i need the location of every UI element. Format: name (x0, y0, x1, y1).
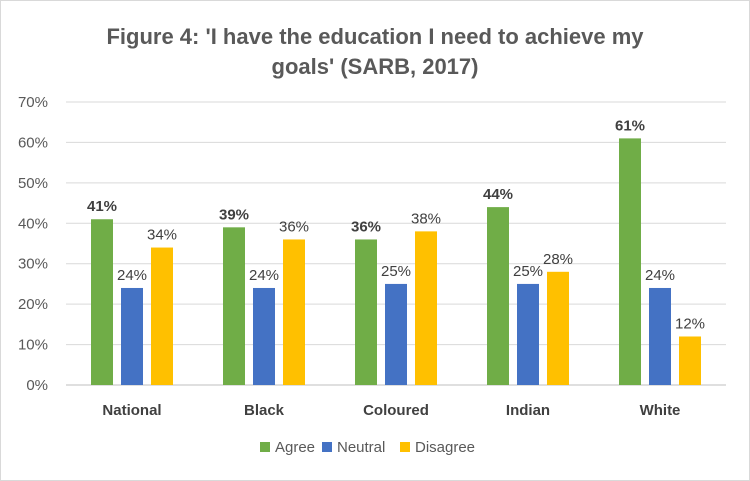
y-tick-label: 10% (18, 337, 48, 354)
x-category-label: Black (244, 402, 285, 419)
bar-disagree-coloured (415, 231, 437, 385)
bar-agree-white (619, 138, 641, 385)
data-label: 24% (117, 267, 147, 284)
bar-neutral-black (253, 287, 275, 385)
bar-agree-indian (487, 207, 509, 385)
legend-label-agree: Agree (275, 439, 315, 456)
legend-swatch-disagree (400, 442, 410, 452)
data-labels: 41%24%34%39%24%36% 36%25%38%44%25%28%61%2… (87, 117, 705, 332)
data-label: 25% (513, 263, 543, 280)
bar-neutral-national (121, 287, 143, 385)
data-label: 36% (279, 218, 309, 235)
chart-title-line-2: goals' (SARB, 2017) (272, 54, 479, 79)
data-label: 24% (645, 267, 675, 284)
y-tick-label: 40% (18, 215, 48, 232)
chart-title-line-1: Figure 4: 'I have the education I need t… (106, 24, 644, 49)
data-label: 61% (615, 117, 645, 134)
bar-disagree-indian (547, 271, 569, 385)
data-label: 39% (219, 206, 249, 223)
y-tick-label: 60% (18, 134, 48, 151)
legend-label-neutral: Neutral (337, 439, 385, 456)
data-label: 38% (411, 210, 441, 227)
data-label: 36% (351, 218, 381, 235)
data-label: 28% (543, 251, 573, 268)
bar-agree-national (91, 219, 113, 385)
y-tick-label: 20% (18, 296, 48, 313)
data-label: 34% (147, 227, 177, 244)
bars (91, 138, 701, 385)
x-category-label: Coloured (363, 402, 429, 419)
legend-swatch-agree (260, 442, 270, 452)
bar-neutral-coloured (385, 283, 407, 385)
x-category-label: Indian (506, 402, 550, 419)
x-category-label: National (102, 402, 161, 419)
bar-agree-coloured (355, 239, 377, 385)
data-label: 25% (381, 263, 411, 280)
legend-swatch-neutral (322, 442, 332, 452)
bar-disagree-white (679, 336, 701, 385)
y-axis-ticks: 0% 10% 20% 30% 40% 50% 60% 70% (18, 94, 48, 394)
bar-agree-black (223, 227, 245, 385)
legend: Agree Neutral Disagree (260, 439, 475, 456)
data-label: 41% (87, 198, 117, 215)
y-tick-label: 0% (26, 377, 48, 394)
legend-label-disagree: Disagree (415, 439, 475, 456)
y-tick-label: 30% (18, 256, 48, 273)
x-category-label: White (640, 402, 681, 419)
data-label: 44% (483, 186, 513, 203)
bar-disagree-national (151, 247, 173, 385)
bar-disagree-black (283, 239, 305, 385)
y-tick-label: 50% (18, 175, 48, 192)
x-axis-categories: National Black Coloured Indian White (102, 402, 680, 419)
bar-neutral-white (649, 287, 671, 385)
data-label: 12% (675, 315, 705, 332)
data-label: 24% (249, 267, 279, 284)
y-tick-label: 70% (18, 94, 48, 111)
chart-title: Figure 4: 'I have the education I need t… (106, 24, 644, 79)
bar-neutral-indian (517, 283, 539, 385)
